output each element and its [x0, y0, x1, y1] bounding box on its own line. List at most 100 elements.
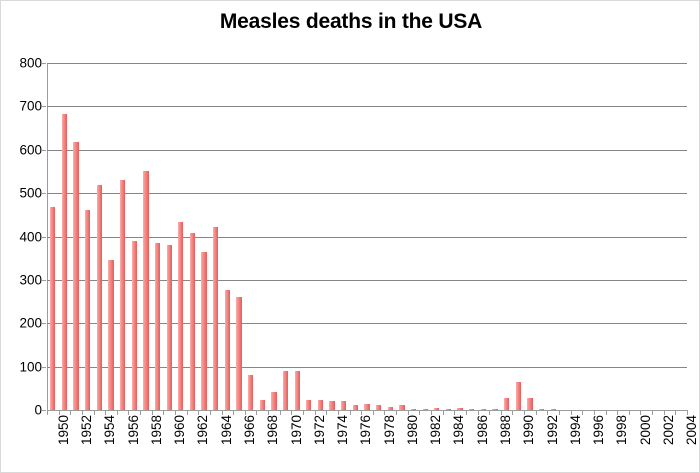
bar-slot [50, 63, 56, 410]
x-axis-tick-label: 1974 [335, 415, 351, 446]
bar-slot [201, 63, 207, 410]
x-axis-tick [512, 410, 514, 415]
bar-slot [469, 63, 475, 410]
bar-slot [632, 63, 637, 410]
bar[interactable] [457, 408, 463, 410]
bar[interactable] [538, 409, 545, 410]
bar[interactable] [329, 401, 335, 410]
y-axis-tick [42, 279, 46, 281]
y-axis-tick [42, 236, 46, 238]
bar[interactable] [527, 398, 533, 410]
bar[interactable] [271, 392, 277, 410]
bar-slot [317, 63, 324, 410]
bar[interactable] [61, 113, 68, 410]
bar[interactable] [154, 243, 161, 410]
bar-slot [515, 63, 521, 410]
bar[interactable] [445, 409, 452, 410]
bar[interactable] [469, 409, 475, 410]
chart-title: Measles deaths in the USA [219, 10, 483, 33]
x-axis-tick [407, 410, 409, 415]
bar-slot [445, 63, 452, 410]
bar[interactable] [166, 245, 172, 410]
bar[interactable] [341, 401, 347, 410]
bar[interactable] [515, 382, 521, 410]
bar[interactable] [306, 399, 312, 410]
bar[interactable] [550, 408, 556, 410]
bar[interactable] [282, 371, 289, 410]
x-axis-tick [93, 410, 95, 415]
x-axis-tick [186, 410, 188, 415]
gridline [47, 323, 687, 325]
bar[interactable] [96, 185, 102, 410]
y-axis-tick [42, 366, 46, 368]
bar[interactable] [143, 170, 149, 410]
bar[interactable] [248, 374, 254, 410]
bar[interactable] [189, 233, 196, 410]
x-axis-tick-label: 2004 [684, 415, 700, 446]
bar[interactable] [201, 252, 207, 410]
x-axis-tick [209, 410, 211, 415]
bar[interactable] [224, 290, 230, 410]
gridline [47, 106, 687, 108]
y-axis-tick-label: 700 [19, 98, 42, 114]
x-axis-tick [81, 410, 83, 415]
bar[interactable] [85, 209, 91, 410]
gridline [47, 149, 687, 151]
x-axis-tick-label: 1968 [265, 415, 281, 446]
bar[interactable] [108, 260, 114, 410]
bar[interactable] [178, 221, 184, 410]
x-axis-tick-label: 1966 [242, 415, 257, 446]
bar[interactable] [259, 399, 265, 410]
bar-slot [422, 63, 428, 410]
x-axis-tick [105, 410, 107, 415]
gridline [47, 366, 687, 368]
x-axis-tick [431, 410, 432, 415]
bar[interactable] [317, 400, 324, 410]
bar[interactable] [213, 227, 219, 410]
bar-slot [585, 63, 590, 410]
bar[interactable] [434, 408, 440, 410]
x-axis-tick [256, 410, 258, 415]
bar[interactable] [120, 180, 126, 410]
x-axis-tick [233, 410, 235, 415]
bar[interactable] [73, 141, 79, 410]
x-axis-tick [198, 410, 200, 415]
x-axis-tick [442, 410, 444, 415]
x-axis-ticks [47, 410, 688, 415]
bar[interactable] [504, 398, 510, 410]
bar[interactable] [410, 409, 417, 410]
bar[interactable] [50, 207, 56, 410]
gridline [47, 63, 687, 64]
x-axis-tick [547, 410, 549, 415]
bar[interactable] [422, 409, 428, 410]
bar[interactable] [352, 404, 358, 410]
bar[interactable] [376, 405, 382, 410]
bar-slot [457, 63, 463, 410]
bar-slot [527, 63, 533, 410]
bar[interactable] [294, 370, 300, 410]
x-axis-tick-label: 1958 [148, 415, 164, 446]
gridline [47, 279, 687, 281]
bar[interactable] [364, 403, 370, 410]
bar-slot [364, 63, 370, 410]
bar[interactable] [399, 405, 405, 410]
bar-slot [131, 63, 137, 410]
bar[interactable] [131, 241, 137, 410]
y-axis-tick [42, 63, 46, 64]
x-axis-tick [465, 410, 467, 415]
bar[interactable] [236, 296, 242, 410]
x-axis-tick [303, 410, 304, 415]
bar-slot [434, 63, 440, 410]
x-axis-tick [361, 410, 363, 415]
bar-slot [480, 63, 486, 410]
bar[interactable] [387, 407, 393, 410]
bar[interactable] [480, 409, 486, 410]
x-axis-tick-label: 1986 [474, 415, 490, 446]
x-axis-tick [593, 410, 595, 415]
x-axis-tick [535, 410, 537, 415]
bar-slot [655, 63, 660, 410]
bar[interactable] [492, 408, 498, 410]
x-axis-tick-label: 1984 [451, 415, 467, 446]
x-axis-tick [268, 410, 270, 415]
bar-slot [166, 63, 172, 410]
